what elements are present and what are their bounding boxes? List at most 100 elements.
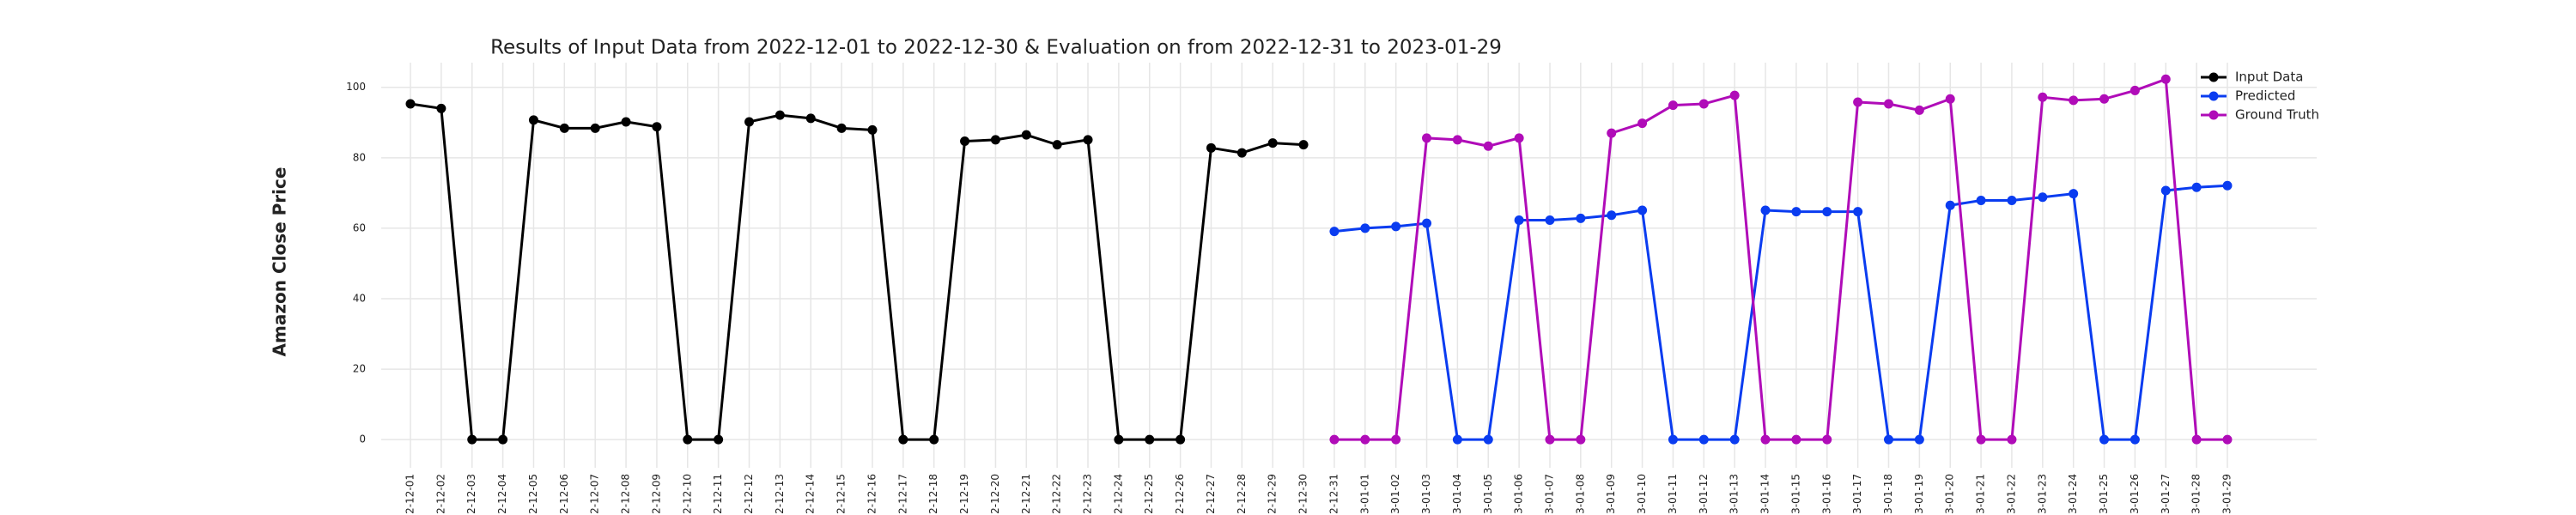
data-point [2160, 74, 2171, 84]
y-tick-label: 20 [353, 363, 366, 375]
data-point [1391, 221, 1401, 232]
x-tick-label: 2022-12-27 [1205, 474, 1217, 515]
data-point [1176, 434, 1186, 445]
data-point [1298, 140, 1309, 150]
data-point [1607, 128, 1617, 138]
series-line [410, 102, 1304, 441]
data-point [1114, 434, 1124, 445]
data-point [836, 123, 847, 133]
data-point [805, 113, 816, 124]
data-point [2160, 185, 2171, 196]
data-point [1452, 135, 1462, 145]
x-tick-label: 2022-12-17 [896, 474, 908, 515]
x-tick-label: 2022-12-29 [1267, 474, 1279, 515]
data-point [1668, 434, 1678, 445]
data-point [1083, 135, 1093, 145]
x-tick-label: 2023-01-02 [1389, 474, 1401, 515]
legend-marker [2208, 91, 2219, 101]
data-point [1976, 195, 1986, 205]
x-tick-label: 2022-12-15 [835, 474, 848, 515]
data-point [1483, 141, 1493, 151]
legend-label: Input Data [2235, 70, 2303, 85]
data-point [929, 434, 939, 445]
data-point [2099, 434, 2110, 445]
x-tick-label: 2023-01-01 [1358, 474, 1370, 515]
x-tick-label: 2023-01-28 [2190, 474, 2202, 515]
data-point [2191, 434, 2202, 445]
data-point [1206, 142, 1216, 153]
data-point [1637, 118, 1648, 129]
data-point [775, 110, 785, 120]
x-tick-label: 2022-12-05 [527, 474, 539, 515]
data-point [1391, 434, 1401, 445]
x-tick-label: 2023-01-19 [1913, 474, 1925, 515]
data-point [1576, 213, 1586, 223]
x-tick-label: 2023-01-12 [1698, 474, 1710, 515]
x-tick-label: 2023-01-17 [1851, 474, 1863, 515]
data-point [1052, 140, 1062, 150]
x-tick-label: 2023-01-06 [1513, 474, 1525, 515]
data-point [1760, 205, 1771, 215]
data-point [1422, 218, 1432, 228]
x-tick-label: 2022-12-24 [1112, 474, 1124, 515]
series-line [1334, 77, 2227, 441]
x-tick-label: 2022-12-01 [404, 474, 416, 515]
data-point [405, 99, 416, 109]
data-point [1576, 434, 1586, 445]
x-tick-label: 2022-12-03 [465, 474, 477, 515]
x-tick-label: 2023-01-21 [1975, 474, 1987, 515]
x-tick-label: 2023-01-25 [2098, 474, 2110, 515]
x-tick-label: 2022-12-26 [1174, 474, 1186, 515]
data-point [1360, 434, 1370, 445]
chart-title: Results of Input Data from 2022-12-01 to… [490, 37, 1502, 59]
data-point [1698, 99, 1709, 109]
data-point [867, 124, 878, 135]
x-tick-label: 2023-01-09 [1605, 474, 1617, 515]
x-tick-label: 2022-12-30 [1297, 474, 1309, 515]
data-point [1914, 434, 1924, 445]
data-point [2129, 434, 2140, 445]
x-tick-label: 2022-12-28 [1236, 474, 1248, 515]
x-tick-label: 2022-12-10 [681, 474, 693, 515]
data-point [1452, 434, 1462, 445]
x-tick-label: 2022-12-31 [1327, 474, 1340, 515]
x-tick-label: 2022-12-13 [774, 474, 786, 515]
data-point [990, 135, 1000, 145]
x-tick-label: 2022-12-12 [743, 474, 755, 515]
legend-label: Predicted [2235, 88, 2295, 104]
x-tick-label: 2023-01-29 [2221, 474, 2233, 515]
plot-area [381, 63, 2317, 468]
x-tick-label: 2022-12-06 [558, 474, 570, 515]
data-point [1760, 434, 1771, 445]
x-tick-label: 2022-12-11 [712, 474, 724, 515]
x-tick-label: 2023-01-26 [2129, 474, 2141, 515]
data-point [1360, 223, 1370, 233]
x-tick-label: 2023-01-05 [1482, 474, 1494, 515]
x-tick-label: 2022-12-20 [989, 474, 1001, 515]
data-point [559, 123, 569, 133]
data-point [1514, 215, 1524, 225]
x-tick-label: 2023-01-11 [1667, 474, 1679, 515]
x-tick-label: 2023-01-16 [1820, 474, 1832, 515]
data-point [1791, 207, 1801, 217]
data-point [1883, 99, 1893, 109]
data-point [2038, 92, 2048, 102]
x-tick-label: 2023-01-10 [1636, 474, 1648, 515]
x-tick-label: 2023-01-04 [1451, 474, 1463, 515]
data-point [436, 103, 447, 113]
data-point [1236, 148, 1247, 158]
data-point [1822, 207, 1832, 217]
data-point [1853, 207, 1863, 217]
x-tick-label: 2022-12-25 [1143, 474, 1155, 515]
data-point [1914, 105, 1924, 115]
data-point [2069, 189, 2079, 199]
y-tick-label: 100 [346, 81, 366, 93]
data-point [1729, 90, 1740, 100]
x-tick-label: 2022-12-02 [434, 474, 447, 515]
data-point [1883, 434, 1893, 445]
x-tick-label: 2022-12-08 [620, 474, 632, 515]
x-tick-label: 2022-12-21 [1020, 474, 1032, 515]
x-tick-label: 2023-01-13 [1728, 474, 1741, 515]
data-point [1668, 100, 1678, 111]
